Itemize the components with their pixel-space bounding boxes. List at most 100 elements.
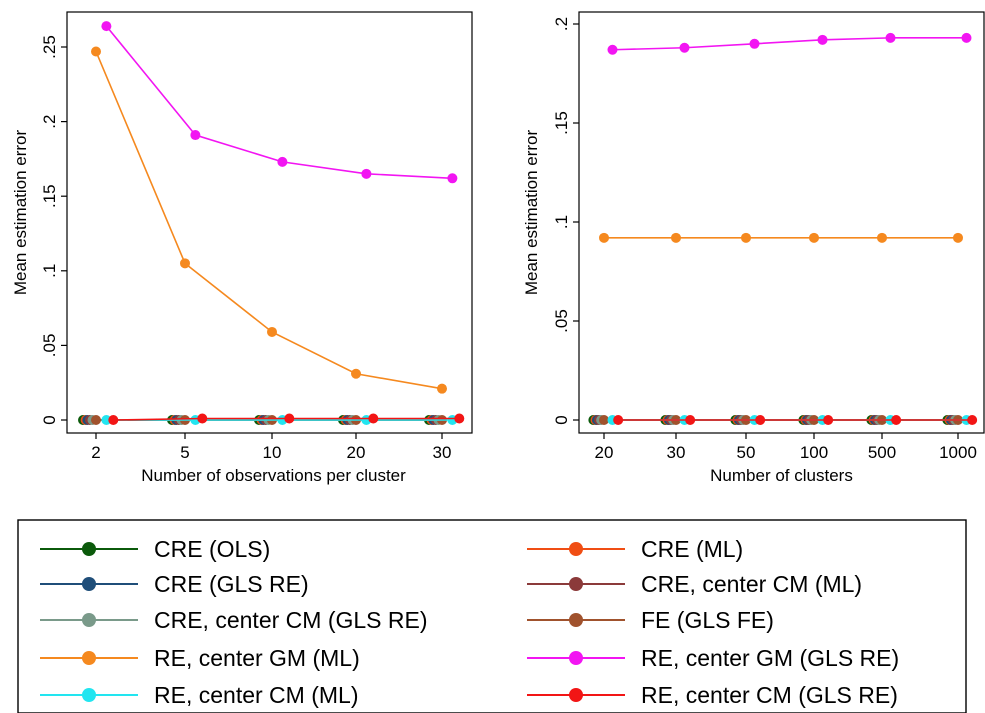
data-point <box>351 368 361 379</box>
data-point <box>967 415 978 425</box>
data-point <box>368 413 379 424</box>
series-re-center-cm-gls-re <box>108 413 465 425</box>
x-axis-title: Number of observations per cluster <box>141 466 406 485</box>
data-point <box>817 34 828 45</box>
data-point <box>749 38 760 49</box>
legend-marker <box>82 613 96 627</box>
y-tick-label: 0 <box>40 415 59 424</box>
data-point <box>613 415 624 425</box>
data-point <box>891 415 902 425</box>
left-chart-panel: 0 .05 .1 .15 .2 .25 2 5 10 20 30 Number of observat… <box>11 11 473 485</box>
data-point <box>454 413 465 424</box>
series-line <box>105 25 453 180</box>
x-tick-label: 30 <box>433 443 452 462</box>
series-re-center-gm-ml <box>91 46 447 394</box>
legend-label: RE, center CM (ML) <box>154 682 358 708</box>
data-point <box>284 413 295 424</box>
right-chart-panel: 0 .05 .1 .15 .2 20 30 50 100 500 1000 Number of clu… <box>522 11 985 485</box>
y-tick-label: .1 <box>40 264 59 278</box>
legend-label: CRE (ML) <box>641 536 743 562</box>
y-tick-label: .25 <box>40 35 59 59</box>
legend-entry: RE, center GM (ML) <box>40 645 360 671</box>
legend-label: RE, center GM (GLS RE) <box>641 645 899 671</box>
plot-frame <box>578 11 985 434</box>
y-tick-label: .15 <box>552 111 571 135</box>
x-tick-label: 50 <box>737 443 756 462</box>
legend-entry: RE, center CM (ML) <box>40 682 358 708</box>
data-point <box>741 232 751 243</box>
x-tick-label: 2 <box>91 443 100 462</box>
series-line <box>95 51 443 390</box>
plot-frame <box>66 11 473 434</box>
legend-label: CRE, center CM (ML) <box>641 571 862 597</box>
data-point <box>755 415 766 425</box>
data-point <box>809 232 819 243</box>
legend: CRE (OLS) CRE (ML) CRE (GLS RE) CRE, center… <box>17 519 967 713</box>
legend-marker <box>569 577 583 591</box>
legend-label: RE, center GM (ML) <box>154 645 360 671</box>
legend-entry: FE (GLS FE) <box>527 607 774 633</box>
legend-marker <box>569 688 583 702</box>
data-point <box>101 21 112 32</box>
legend-label: FE (GLS FE) <box>641 607 774 633</box>
x-tick-label: 20 <box>595 443 614 462</box>
y-tick-label: .05 <box>40 334 59 358</box>
legend-marker <box>82 542 96 556</box>
data-point <box>267 326 277 337</box>
legend-label: RE, center CM (GLS RE) <box>641 682 898 708</box>
data-point <box>197 413 208 424</box>
legend-entry: CRE, center CM (GLS RE) <box>40 607 428 633</box>
y-tick-label: .2 <box>552 17 571 31</box>
x-tick-label: 500 <box>868 443 896 462</box>
legend-entry: CRE (OLS) <box>40 536 270 562</box>
x-tick-label: 20 <box>347 443 366 462</box>
legend-label: CRE (OLS) <box>154 536 270 562</box>
data-point <box>91 415 101 425</box>
data-point <box>671 232 681 243</box>
legend-entry: RE, center GM (GLS RE) <box>527 645 899 671</box>
y-tick-label: 0 <box>552 415 571 424</box>
data-point <box>190 130 201 141</box>
data-point <box>361 168 372 179</box>
legend-marker <box>569 651 583 665</box>
series-re-center-gm-gls-re <box>607 32 972 55</box>
x-tick-label: 30 <box>667 443 686 462</box>
data-point <box>679 42 690 53</box>
data-point <box>91 46 101 57</box>
legend-marker <box>569 613 583 627</box>
data-point <box>685 415 696 425</box>
data-point <box>599 232 609 243</box>
data-point <box>823 415 834 425</box>
data-point <box>180 258 190 269</box>
data-point <box>599 415 609 425</box>
data-point <box>101 415 112 425</box>
data-point <box>961 32 972 43</box>
legend-marker <box>82 577 96 591</box>
legend-entry: CRE (ML) <box>527 536 743 562</box>
legend-entry: RE, center CM (GLS RE) <box>527 682 898 708</box>
data-point <box>447 173 458 184</box>
legend-marker <box>569 542 583 556</box>
data-point <box>953 232 963 243</box>
data-point <box>277 156 288 167</box>
x-tick-label: 1000 <box>939 443 977 462</box>
y-axis-title: Mean estimation error <box>11 129 30 295</box>
data-point <box>877 232 887 243</box>
series-re-center-gm-ml <box>599 232 963 243</box>
series-re-center-gm-gls-re <box>101 21 458 184</box>
y-tick-label: .1 <box>552 215 571 229</box>
legend-marker <box>82 688 96 702</box>
series-re-center-cm-gls-re <box>613 415 978 425</box>
x-tick-label: 10 <box>263 443 282 462</box>
data-point <box>607 44 618 55</box>
legend-label: CRE, center CM (GLS RE) <box>154 607 428 633</box>
data-point <box>885 32 896 43</box>
y-axis-title: Mean estimation error <box>522 129 541 295</box>
data-point <box>108 415 119 425</box>
legend-box <box>17 519 967 713</box>
legend-label: CRE (GLS RE) <box>154 571 309 597</box>
x-tick-label: 100 <box>800 443 828 462</box>
y-tick-label: .05 <box>552 309 571 333</box>
legend-entry: CRE, center CM (ML) <box>527 571 862 597</box>
